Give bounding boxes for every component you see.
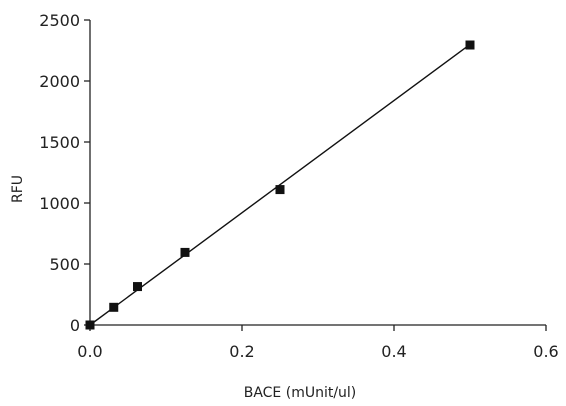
x-tick-label: 0.2 bbox=[229, 342, 254, 361]
y-tick-label: 1000 bbox=[39, 194, 80, 213]
data-point bbox=[465, 40, 475, 50]
x-tick-label: 0.6 bbox=[533, 342, 558, 361]
y-axis-title: RFU bbox=[10, 175, 26, 203]
x-tick-label: 0.0 bbox=[77, 342, 102, 361]
y-tick-label: 2500 bbox=[39, 11, 80, 30]
x-tick-label: 0.4 bbox=[381, 342, 406, 361]
data-point bbox=[180, 247, 190, 257]
fit-line-group bbox=[89, 43, 471, 326]
data-point bbox=[275, 185, 285, 195]
x-ticks: 0.0 0.2 0.4 0.6 bbox=[77, 325, 559, 361]
data-points bbox=[85, 40, 475, 330]
y-tick-label: 500 bbox=[49, 255, 80, 274]
data-point bbox=[85, 320, 95, 330]
data-point bbox=[109, 302, 119, 312]
axes bbox=[89, 20, 546, 326]
fit-line bbox=[89, 43, 471, 326]
y-tick-label: 2000 bbox=[39, 72, 80, 91]
x-axis-title: BACE (mUnit/ul) bbox=[244, 385, 357, 401]
y-ticks: 0 500 1000 1500 2000 2500 bbox=[39, 11, 90, 335]
y-tick-label: 1500 bbox=[39, 133, 80, 152]
y-tick-label: 0 bbox=[70, 316, 80, 335]
data-point bbox=[133, 282, 142, 292]
